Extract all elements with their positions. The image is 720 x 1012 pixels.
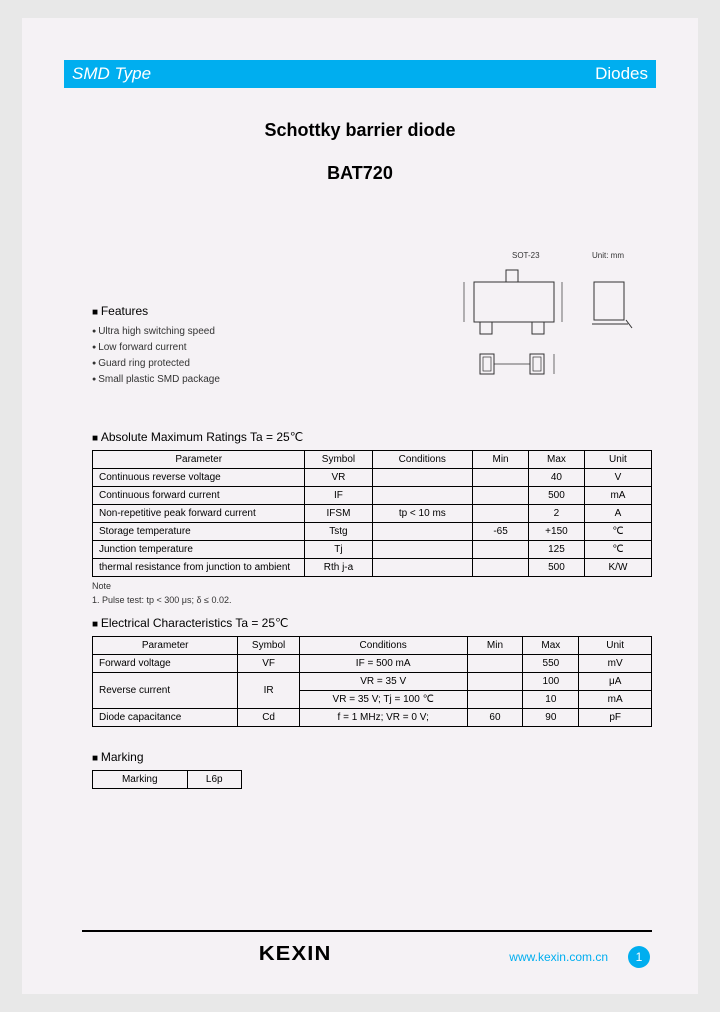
marking-table: Marking L6p xyxy=(92,770,242,789)
marking-section: Marking Marking L6p xyxy=(92,750,242,789)
col-header: Symbol xyxy=(238,637,299,655)
header-band: SMD Type Diodes xyxy=(64,60,656,88)
header-right: Diodes xyxy=(595,64,648,84)
table-row: Junction temperatureTj125℃ xyxy=(93,541,652,559)
col-header: Unit xyxy=(579,637,652,655)
note-text: 1. Pulse test: tp < 300 μs; δ ≤ 0.02. xyxy=(92,595,652,605)
table-row: Continuous forward currentIF500mA xyxy=(93,487,652,505)
col-header: Unit xyxy=(584,451,651,469)
features-section: Features Ultra high switching speed Low … xyxy=(92,304,220,388)
title-line2: BAT720 xyxy=(22,163,698,184)
feature-item: Ultra high switching speed xyxy=(92,324,220,340)
table-row: Storage temperatureTstg-65+150℃ xyxy=(93,523,652,541)
footer-url: www.kexin.com.cn xyxy=(509,950,608,964)
table-row: thermal resistance from junction to ambi… xyxy=(93,559,652,577)
datasheet-page: SMD Type Diodes Schottky barrier diode B… xyxy=(22,18,698,994)
col-header: Parameter xyxy=(93,451,305,469)
col-header: Max xyxy=(523,637,579,655)
table-row: Marking L6p xyxy=(93,771,242,789)
elec-table: Parameter Symbol Conditions Min Max Unit… xyxy=(92,636,652,727)
marking-value: L6p xyxy=(187,771,241,789)
package-diagram: SOT-23 Unit: mm xyxy=(444,248,634,398)
footer-divider xyxy=(82,930,652,932)
page-number: 1 xyxy=(628,946,650,968)
abs-max-heading: Absolute Maximum Ratings Ta = 25℃ xyxy=(92,430,652,444)
col-header: Parameter xyxy=(93,637,238,655)
note-label: Note xyxy=(92,581,652,591)
brand-logo: KEXIN xyxy=(262,943,328,966)
elec-section: Electrical Characteristics Ta = 25℃ Para… xyxy=(92,616,652,727)
marking-label: Marking xyxy=(93,771,188,789)
col-header: Conditions xyxy=(372,451,473,469)
feature-item: Guard ring protected xyxy=(92,356,220,372)
features-heading: Features xyxy=(92,304,220,318)
abs-max-section: Absolute Maximum Ratings Ta = 25℃ Parame… xyxy=(92,430,652,605)
table-row: Reverse current IR VR = 35 V 100 μA xyxy=(93,673,652,691)
table-row: Diode capacitance Cd f = 1 MHz; VR = 0 V… xyxy=(93,709,652,727)
marking-heading: Marking xyxy=(92,750,242,764)
table-header-row: Parameter Symbol Conditions Min Max Unit xyxy=(93,451,652,469)
table-header-row: Parameter Symbol Conditions Min Max Unit xyxy=(93,637,652,655)
feature-item: Low forward current xyxy=(92,340,220,356)
features-list: Ultra high switching speed Low forward c… xyxy=(92,324,220,388)
abs-max-table: Parameter Symbol Conditions Min Max Unit… xyxy=(92,450,652,577)
elec-heading: Electrical Characteristics Ta = 25℃ xyxy=(92,616,652,630)
col-header: Max xyxy=(529,451,585,469)
pkg-label-right: Unit: mm xyxy=(592,251,624,260)
title-block: Schottky barrier diode BAT720 xyxy=(22,120,698,184)
header-left: SMD Type xyxy=(72,64,151,84)
table-row: Forward voltage VF IF = 500 mA 550 mV xyxy=(93,655,652,673)
col-header: Min xyxy=(467,637,523,655)
package-svg: SOT-23 Unit: mm xyxy=(444,248,634,398)
table-row: Continuous reverse voltageVR40V xyxy=(93,469,652,487)
col-header: Min xyxy=(473,451,529,469)
title-line1: Schottky barrier diode xyxy=(22,120,698,141)
pkg-label-top: SOT-23 xyxy=(512,251,540,260)
col-header: Conditions xyxy=(299,637,467,655)
table-row: Non-repetitive peak forward currentIFSMt… xyxy=(93,505,652,523)
col-header: Symbol xyxy=(305,451,372,469)
feature-item: Small plastic SMD package xyxy=(92,372,220,388)
